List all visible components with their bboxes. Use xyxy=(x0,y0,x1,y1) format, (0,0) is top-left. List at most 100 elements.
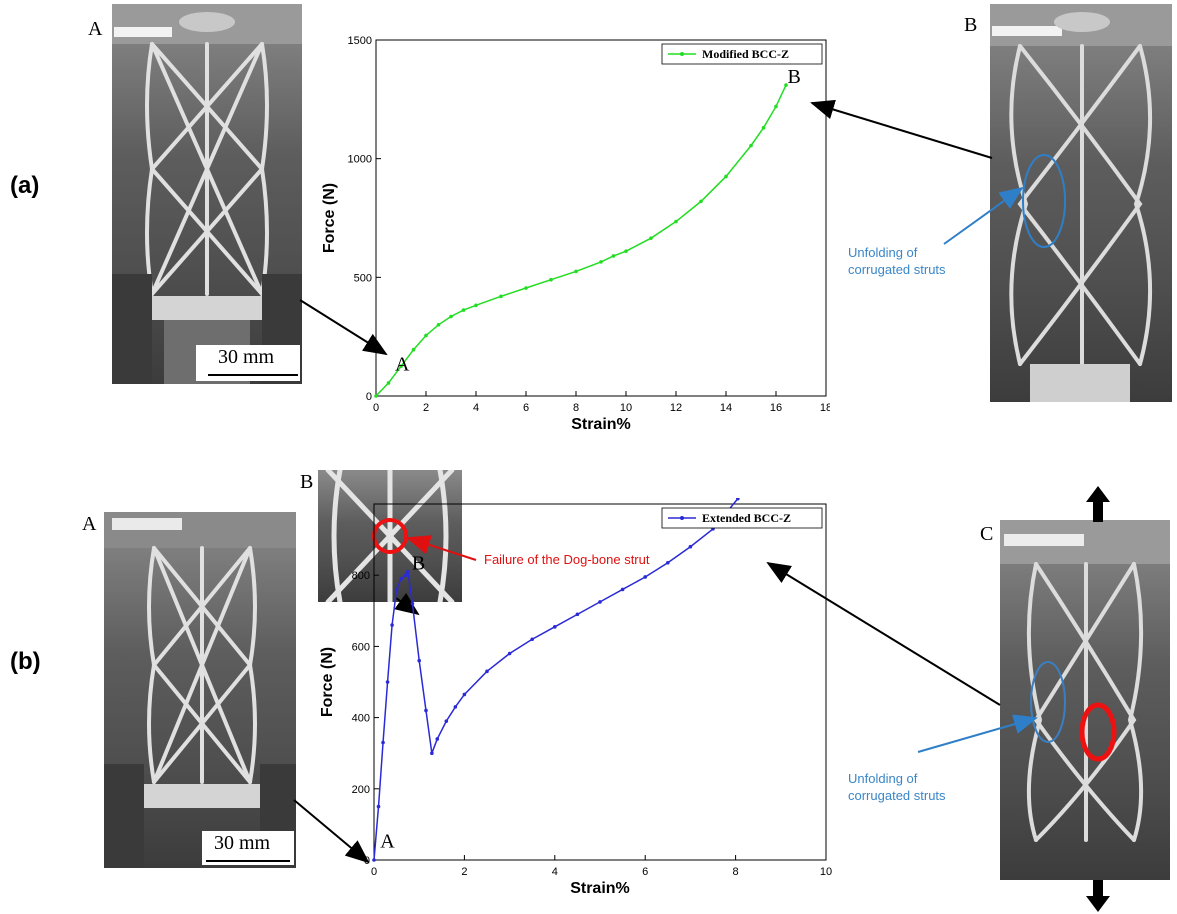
chart1-data-point xyxy=(376,804,381,809)
unfolding-highlight-a xyxy=(1022,154,1066,248)
chart1-data-point xyxy=(620,587,625,592)
chart1-data-point xyxy=(507,651,512,656)
chart0-x-axis-label: Strain% xyxy=(571,416,631,433)
arrow-a-right-to-B xyxy=(810,99,993,159)
chart1-data-point xyxy=(410,601,415,606)
chart1-data-point xyxy=(598,600,602,604)
chart1-data-point xyxy=(430,751,434,755)
chart1-y-axis-label: Force (N) xyxy=(319,647,336,717)
failure-label: Failure of the Dog-bone strut xyxy=(484,552,650,567)
chart0-y-tick-label: 500 xyxy=(354,272,372,284)
chart0-data-point xyxy=(574,269,578,274)
chart0-plot-frame xyxy=(375,39,827,397)
chart1-data-point xyxy=(553,625,557,629)
chart1-x-tick-label: 10 xyxy=(820,866,832,878)
chart-modified-bcc-z: 0 2 4 6 8 10 12 14 16 18 0 500 1000 1500 Strain% Force … xyxy=(321,35,830,433)
chart0-x-tick-label: 8 xyxy=(573,402,579,414)
chart0-data-point xyxy=(611,254,616,258)
failure-inset-photo xyxy=(318,470,462,602)
unfolding-label-a-line2: corrugated struts xyxy=(848,262,946,277)
chart0-data-point xyxy=(436,323,441,327)
chart0-point-label: B xyxy=(788,66,801,88)
chart0-data-point xyxy=(724,174,728,179)
chart0-y-tick-label: 1500 xyxy=(348,35,372,47)
chart0-x-tick-label: 0 xyxy=(373,402,379,414)
chart0-x-tick-label: 6 xyxy=(523,402,529,414)
chart1-y-tick-label: 400 xyxy=(352,713,370,725)
chart1-data-point xyxy=(417,658,421,663)
panel-a-label: (a) xyxy=(10,172,40,199)
lattice-graphic-deformed xyxy=(990,4,1172,402)
chart1-legend-marker xyxy=(680,516,684,520)
chart0-legend-label: Modified BCC-Z xyxy=(702,47,789,61)
arrow-inset-to-B xyxy=(394,592,420,616)
chart0-data-point xyxy=(424,333,428,338)
inset-graphic xyxy=(325,470,455,602)
chart1-point-label: B xyxy=(412,553,425,575)
unfolding-label-a: Unfolding of corrugated struts xyxy=(848,244,946,278)
arrow-a-left-to-A xyxy=(299,299,388,356)
photo-a-left-letter: A xyxy=(88,18,103,40)
chart0-data-point xyxy=(761,126,766,130)
tension-arrow-down xyxy=(1086,880,1110,912)
chart0-x-tick-label: 4 xyxy=(473,402,479,414)
chart0-y-axis-label: Force (N) xyxy=(321,183,338,253)
chart0-data-point xyxy=(674,219,678,224)
lattice-graphic xyxy=(112,4,302,384)
chart0-legend-marker xyxy=(680,52,684,56)
chart1-legend-label: Extended BCC-Z xyxy=(702,511,791,525)
unfolding-label-b: Unfolding of corrugated struts xyxy=(848,770,946,804)
chart0-y-tick-label: 0 xyxy=(366,391,372,403)
inset-b-letter: B xyxy=(300,471,314,493)
scalebar-box-b xyxy=(202,831,294,865)
scalebar-label-a: 30 mm xyxy=(218,346,275,368)
arrow-unfolding-b xyxy=(917,714,1038,753)
chart1-plot-frame xyxy=(373,503,827,861)
chart0-data-point xyxy=(784,83,788,87)
chart0-y-tick-label: 1000 xyxy=(348,154,372,166)
chart1-data-point xyxy=(575,612,580,617)
chart1-data-point xyxy=(394,587,399,592)
chart1-data-point xyxy=(688,544,693,549)
chart1-x-tick-label: 8 xyxy=(733,866,739,878)
photo-b-left-letter: A xyxy=(82,513,97,535)
unfolding-label-a-line1: Unfolding of xyxy=(848,245,918,260)
chart0-x-tick-label: 12 xyxy=(670,402,682,414)
chart0-data-point xyxy=(749,143,753,148)
chart1-data-point xyxy=(435,737,440,741)
chart1-y-tick-label: 600 xyxy=(352,641,370,653)
chart1-data-point xyxy=(399,576,403,581)
chart1-data-point xyxy=(372,858,376,862)
panel-b-label: (b) xyxy=(10,648,41,675)
chart0-data-point xyxy=(411,347,416,352)
specimen-photo-b-right xyxy=(1000,520,1170,880)
specimen-photo-a-left xyxy=(112,4,302,384)
chart1-point-label: A xyxy=(380,830,395,852)
chart1-data-point xyxy=(462,692,467,697)
chart1-x-tick-label: 4 xyxy=(552,866,558,878)
chart1-x-axis-label: Strain% xyxy=(570,880,630,897)
photo-b-right-letter: C xyxy=(980,523,994,545)
chart1-legend-box xyxy=(661,507,823,529)
chart1-data-point xyxy=(403,573,408,577)
chart1-data-point xyxy=(666,560,670,565)
chart1-y-tick-label: 0 xyxy=(364,855,370,867)
chart1-data-point xyxy=(424,708,428,713)
chart1-data-point xyxy=(643,575,647,579)
chart0-x-tick-label: 18 xyxy=(820,402,830,414)
chart1-data-point xyxy=(390,623,394,627)
chart0-data-point xyxy=(549,277,553,282)
chart1-x-tick-label: 6 xyxy=(642,866,648,878)
chart0-data-point xyxy=(699,199,703,204)
chart0-data-point xyxy=(399,364,403,369)
unfolding-label-b-line1: Unfolding of xyxy=(848,771,918,786)
chart0-legend-box xyxy=(661,43,823,65)
arrow-b-right-to-C xyxy=(766,561,1001,706)
chart0-data-point xyxy=(474,303,478,308)
arrow-unfolding-a xyxy=(943,186,1024,245)
chart0-point-label: A xyxy=(395,353,410,375)
chart1-x-tick-label: 0 xyxy=(371,866,377,878)
tension-arrow-up xyxy=(1086,486,1110,522)
chart0-data-point xyxy=(374,394,378,398)
